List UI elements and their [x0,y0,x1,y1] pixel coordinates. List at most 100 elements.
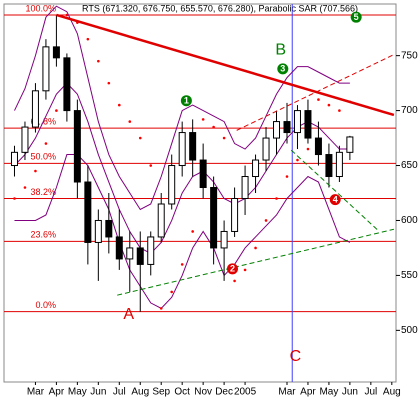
sar-dot [212,125,215,129]
marker-label: 1 [184,96,189,106]
candle-body [231,197,239,232]
sar-dot [201,118,205,121]
fib-label: 23.6% [30,230,56,240]
fib-label: 100.0% [25,3,56,13]
candle-body [31,90,39,128]
x-tick-label: Aug [383,387,401,398]
candle-body [273,121,281,139]
x-tick-label: May [319,387,338,398]
candle-body [52,46,60,59]
sar-dot [222,136,226,140]
sar-dot [296,158,299,162]
sar-dot [180,263,184,266]
sar-dot [159,307,163,310]
sar-dot [264,219,268,222]
x-tick-label: Apr [300,387,316,398]
marker-label: 2 [230,264,235,274]
fib-label: 38.2% [30,187,56,197]
candle-body [168,165,176,205]
sar-dot [138,136,142,140]
candle-body [346,136,354,153]
candle-body [63,57,71,112]
sar-dot [23,186,27,189]
annotation: B [275,41,286,58]
fib-label: 0.0% [35,300,56,310]
sar-dot [97,59,100,63]
fib-label: 50.0% [30,152,56,162]
plot-frame [3,3,397,383]
annotation: C [290,348,302,365]
candle-body [314,137,322,156]
y-tick-label: 600 [401,215,418,226]
candle-body [178,132,186,167]
x-tick-label: Oct [174,387,190,398]
sar-dot [107,81,111,85]
candle-body [241,176,249,199]
x-tick-label: Nov [194,387,212,398]
marker-label: 4 [333,194,338,204]
marker-label: 3 [280,64,285,74]
sar-dot [233,279,236,283]
marker-circle [226,263,238,275]
candle-body [293,110,301,134]
sar-dot [317,98,320,101]
annotation: A [123,306,134,323]
x-tick-label: Mar [27,387,45,398]
candle-body [126,247,134,260]
x-tick-label: May [68,387,87,398]
y-tick-label: 700 [401,105,418,116]
sar-dot [170,290,174,294]
sar-dot [285,175,289,178]
sar-dot [243,268,247,272]
y-tick-label: 500 [401,325,418,336]
candle-body [220,230,228,249]
candle-body [136,247,144,265]
y-tick-label: 550 [401,270,418,281]
trend-line [56,13,395,117]
candle-body [189,132,197,161]
candle-body [157,203,165,238]
marker-circle [350,11,362,23]
x-tick-label: Dec [215,387,233,398]
x-tick-label: Aug [131,387,149,398]
y-tick-label: 650 [401,160,418,171]
sar-dot [275,197,278,200]
sar-dot [65,13,69,17]
candle-body [115,236,123,260]
sar-dot [149,164,153,167]
candle-body [325,154,333,178]
candle-body [304,110,312,139]
y-tick-label: 750 [401,50,418,61]
marker-label: 5 [354,12,359,22]
candle-body [84,181,92,243]
candle-body [262,137,270,161]
x-tick-label: 2005 [234,387,257,398]
x-tick-label: Jul [364,387,377,398]
chart-title: RTS (671.320, 676.750, 655.570, 676.280)… [82,3,358,13]
trend-line [290,149,380,232]
x-tick-label: Mar [278,387,296,398]
sar-dot [55,109,58,112]
candle-body [335,151,343,178]
candle-body [199,159,207,189]
sar-dot [44,142,48,145]
band-lower [14,154,351,309]
marker-circle [329,194,341,206]
candle-body [210,187,218,249]
candle-body [105,219,113,238]
sar-dot [13,197,16,200]
sar-dot [128,120,132,123]
x-tick-label: Jun [90,387,106,398]
candle-body [147,236,155,265]
candle-body [21,126,29,153]
candle-body [283,121,291,134]
candle-body [10,151,18,167]
candle-body [42,46,50,92]
sar-dot [86,37,90,41]
marker-circle [277,63,289,75]
candle-body [94,219,102,243]
candle-body [252,159,260,178]
x-tick-label: Jul [113,387,126,398]
